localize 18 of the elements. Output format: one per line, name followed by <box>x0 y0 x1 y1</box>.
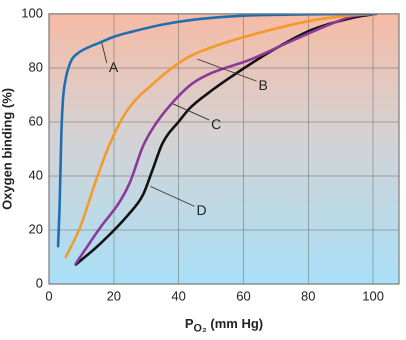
y-tick-label: 60 <box>28 113 43 128</box>
annotation: A <box>108 59 119 76</box>
x-tick-label: 80 <box>301 288 316 304</box>
y-tick-label: 100 <box>21 5 43 20</box>
x-tick-label: 0 <box>45 288 53 304</box>
x-tick-label: 60 <box>236 288 251 304</box>
x-tick-label: 100 <box>362 288 384 304</box>
y-tick-label: 0 <box>36 276 43 291</box>
annotation: C <box>211 116 222 132</box>
x-tick-label: 20 <box>106 288 122 304</box>
x-axis-title: P$_{O₂}$ (mm Hg) <box>184 316 264 335</box>
y-tick-label: 20 <box>28 222 43 237</box>
x-tick-label: 40 <box>171 288 186 304</box>
annotation: D <box>196 202 207 218</box>
y-tick-label: 40 <box>28 168 43 182</box>
y-axis-title: Oxygen binding (%) <box>0 88 14 210</box>
y-tick-label: 80 <box>28 59 43 74</box>
annotation: B <box>258 76 268 93</box>
